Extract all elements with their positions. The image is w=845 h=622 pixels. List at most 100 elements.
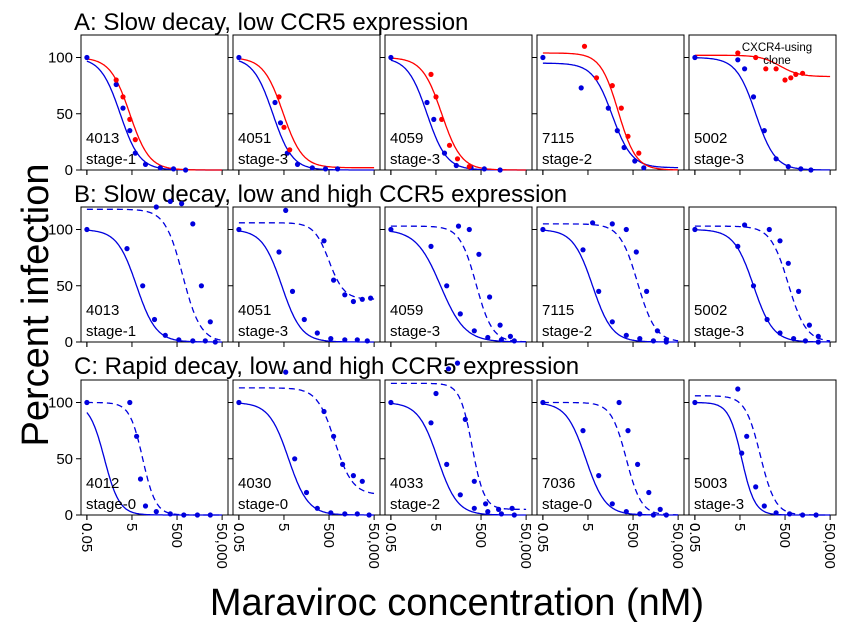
data-point: [466, 226, 472, 233]
fit-curve: [390, 230, 527, 343]
data-point: [766, 226, 772, 233]
x-tick-label: 50,000: [821, 523, 838, 569]
fit-curve-dashed: [390, 382, 527, 511]
data-point: [181, 512, 187, 518]
data-point: [424, 99, 430, 106]
panel-stage: stage-1: [86, 151, 136, 168]
fit-curve: [86, 58, 223, 171]
x-tick-label: 5: [275, 523, 292, 531]
data-point: [127, 116, 133, 122]
data-point: [641, 165, 647, 171]
data-point: [744, 433, 750, 439]
data-point: [431, 116, 437, 122]
data-point: [127, 128, 133, 134]
panel-frame: [384, 379, 533, 516]
panel-clone-id: 4051: [238, 302, 271, 319]
data-point: [497, 322, 503, 328]
data-point: [609, 221, 615, 227]
data-point: [471, 478, 477, 484]
panel-frame: [232, 206, 381, 343]
data-point: [354, 511, 360, 517]
data-point: [609, 319, 615, 325]
data-point: [368, 295, 374, 301]
data-point: [350, 473, 356, 479]
data-point: [444, 461, 450, 467]
data-point: [635, 461, 641, 467]
data-point: [453, 162, 459, 169]
x-tick-label: 0: [382, 523, 399, 531]
data-point: [735, 386, 741, 392]
data-point: [692, 226, 698, 233]
panel-clone-id: 4033: [390, 475, 423, 492]
data-point: [314, 505, 320, 511]
data-point: [321, 238, 327, 244]
panel-1-4: 5002 stage-3: [684, 206, 837, 347]
data-point: [773, 66, 779, 72]
data-point: [134, 433, 140, 439]
data-point: [498, 511, 504, 517]
data-point: [142, 503, 149, 509]
data-point: [800, 70, 806, 76]
y-tick-label: 0: [65, 334, 73, 351]
data-point: [272, 99, 278, 106]
panel-grid: A: Slow decay, low CCR5 expression050100…: [48, 9, 838, 569]
data-point: [84, 54, 90, 61]
data-point: [433, 94, 439, 100]
data-point: [739, 450, 745, 456]
fit-curve: [238, 402, 375, 516]
panel-clone-id: 4051: [238, 130, 271, 147]
x-tick-label: 5: [123, 523, 140, 531]
data-point: [153, 204, 159, 210]
panel-2-3: 7036 stage-0 00.05 5 500 50,000: [532, 379, 686, 569]
panel-clone-id: 7115: [542, 130, 574, 147]
data-point: [445, 366, 452, 372]
panel-1-1: 4051 stage-3: [228, 206, 381, 347]
data-point: [750, 94, 757, 100]
panel-clone-id: 4012: [86, 475, 119, 492]
panel-frame: [536, 379, 685, 516]
data-point: [540, 399, 546, 406]
data-point: [455, 223, 462, 229]
panel-0-0: 4013 stage-1: [76, 34, 229, 175]
x-tick-label: 0: [534, 523, 551, 531]
y-tick-label: 50: [56, 278, 73, 295]
data-point: [650, 512, 657, 518]
data-point: [342, 292, 348, 298]
row-title-2: C: Rapid decay, low and high CCR5 expres…: [74, 353, 579, 380]
x-tick-label: 500: [168, 523, 185, 548]
data-point: [806, 322, 813, 328]
data-point: [120, 105, 126, 111]
data-point: [540, 226, 546, 233]
data-point: [777, 330, 783, 336]
data-point: [124, 246, 130, 252]
data-point: [785, 260, 791, 266]
data-point: [605, 105, 611, 111]
data-point: [167, 511, 173, 517]
panel-stage: stage-0: [86, 496, 136, 513]
data-point: [350, 298, 356, 305]
fit-curve: [694, 57, 831, 171]
data-point: [796, 288, 802, 294]
data-point: [593, 75, 600, 81]
data-point: [623, 509, 629, 515]
panel-stage: stage-2: [542, 323, 592, 340]
data-point: [813, 512, 819, 518]
panel-0-3: 7115 stage-2: [532, 34, 685, 175]
x-tick-label: 50,000: [213, 523, 230, 569]
y-tick-label: 100: [48, 50, 73, 67]
data-point: [581, 43, 588, 49]
data-point: [303, 489, 310, 496]
data-point: [511, 512, 517, 518]
data-point: [657, 506, 663, 512]
data-point: [636, 150, 642, 156]
data-point: [236, 226, 242, 233]
data-point: [471, 505, 477, 511]
data-point: [580, 428, 586, 434]
x-axis-label: Maraviroc concentration (nM): [210, 582, 704, 622]
data-point: [331, 433, 337, 439]
data-point: [462, 416, 468, 422]
data-point: [750, 283, 757, 289]
fit-curve-dashed: [694, 395, 831, 516]
data-point: [454, 156, 461, 162]
panel-frame: [384, 206, 533, 343]
